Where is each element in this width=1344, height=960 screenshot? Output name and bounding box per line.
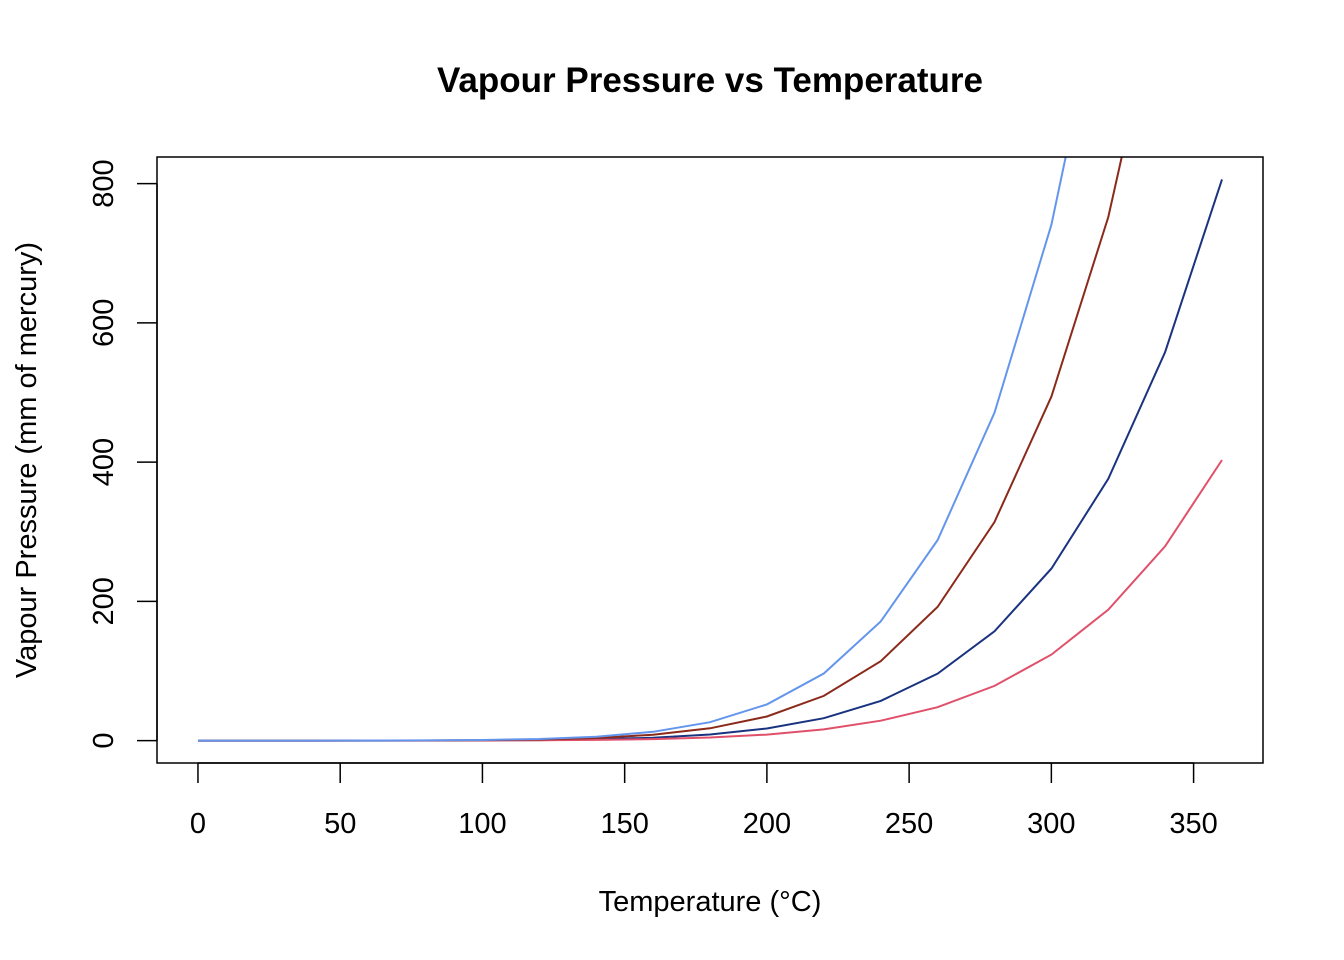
x-tick-label: 250 xyxy=(885,808,933,840)
x-tick-label: 0 xyxy=(190,808,206,840)
y-tick-label: 200 xyxy=(88,577,120,625)
y-tick-label: 800 xyxy=(88,159,120,207)
x-tick-label: 300 xyxy=(1027,808,1075,840)
y-tick-label: 0 xyxy=(88,733,120,749)
y-tick-label: 600 xyxy=(88,299,120,347)
x-tick-label: 50 xyxy=(324,808,356,840)
series-line-1 xyxy=(198,459,1223,742)
series-layer xyxy=(198,157,1223,742)
series-line-2 xyxy=(198,157,1123,742)
chart-title: Vapour Pressure vs Temperature xyxy=(437,61,983,100)
x-tick-label: 100 xyxy=(458,808,506,840)
plot-frame xyxy=(156,156,1264,764)
x-tick-label: 150 xyxy=(600,808,648,840)
x-axis: 0 50 100 150 200 250 300 350 xyxy=(190,762,1218,840)
y-tick-label: 400 xyxy=(88,438,120,486)
x-axis-title: Temperature (°C) xyxy=(599,886,822,918)
x-tick-label: 200 xyxy=(743,808,791,840)
y-axis-title: Vapour Pressure (mm of mercury) xyxy=(11,242,43,678)
series-line-3 xyxy=(198,157,1067,742)
y-axis: 0 200 400 600 800 xyxy=(88,159,158,749)
series-line-0 xyxy=(198,179,1223,742)
x-tick-label: 350 xyxy=(1169,808,1217,840)
